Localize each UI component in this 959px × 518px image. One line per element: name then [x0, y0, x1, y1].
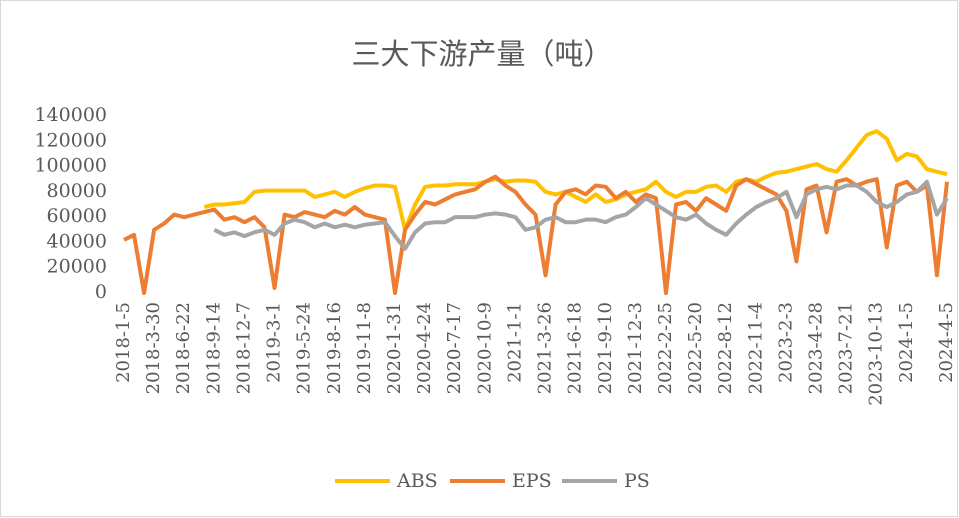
legend-label: PS — [624, 470, 650, 492]
y-tick-label: 80000 — [47, 180, 107, 202]
x-tick-label: 2023-7-21 — [836, 302, 857, 394]
x-tick-label: 2021-9-10 — [595, 302, 616, 394]
y-tick-label: 40000 — [47, 230, 107, 252]
x-tick-label: 2020-7-17 — [444, 302, 465, 394]
y-tick-label: 0 — [95, 281, 107, 303]
legend-label: ABS — [396, 470, 438, 492]
x-tick-label: 2021-6-18 — [565, 302, 586, 394]
y-tick-label: 120000 — [34, 129, 107, 151]
x-tick-label: 2019-11-8 — [354, 302, 375, 394]
x-tick-label: 2022-8-12 — [715, 302, 736, 394]
x-tick-label: 2019-8-16 — [324, 302, 345, 394]
x-tick-label: 2023-10-13 — [866, 302, 887, 406]
x-tick-label: 2020-4-24 — [414, 302, 435, 394]
x-tick-label: 2023-4-28 — [806, 302, 827, 394]
y-tick-label: 100000 — [34, 155, 107, 177]
x-tick-label: 2023-2-3 — [775, 302, 796, 383]
chart-title: 三大下游产量（吨） — [351, 37, 612, 71]
x-tick-label: 2018-12-7 — [233, 302, 254, 394]
x-tick-label: 2022-2-25 — [655, 302, 676, 394]
x-tick-label: 2019-3-1 — [264, 302, 285, 383]
legend-label: EPS — [512, 470, 552, 492]
y-tick-label: 20000 — [47, 256, 107, 278]
x-tick-label: 2018-1-5 — [113, 302, 134, 383]
x-tick-label: 2022-5-20 — [685, 302, 706, 394]
series-line — [213, 179, 949, 251]
x-tick-label: 2024-1-5 — [896, 302, 917, 383]
series-line — [203, 129, 948, 232]
x-tick-label: 2018-9-14 — [203, 302, 224, 394]
x-tick-label: 2021-12-3 — [625, 302, 646, 394]
x-tick-label: 2018-6-22 — [173, 302, 194, 394]
x-tick-label: 2024-4-5 — [936, 302, 957, 383]
series-line — [123, 174, 949, 295]
x-tick-label: 2021-1-1 — [504, 302, 525, 383]
x-tick-label: 2018-3-30 — [143, 302, 164, 394]
x-tick-label: 2019-5-24 — [294, 302, 315, 394]
y-tick-label: 140000 — [34, 104, 107, 126]
x-tick-label: 2020-1-31 — [384, 302, 405, 394]
x-tick-label: 2020-10-9 — [474, 302, 495, 394]
y-tick-label: 60000 — [47, 205, 107, 227]
x-tick-label: 2021-3-26 — [535, 302, 556, 394]
x-tick-label: 2022-11-4 — [745, 302, 766, 394]
